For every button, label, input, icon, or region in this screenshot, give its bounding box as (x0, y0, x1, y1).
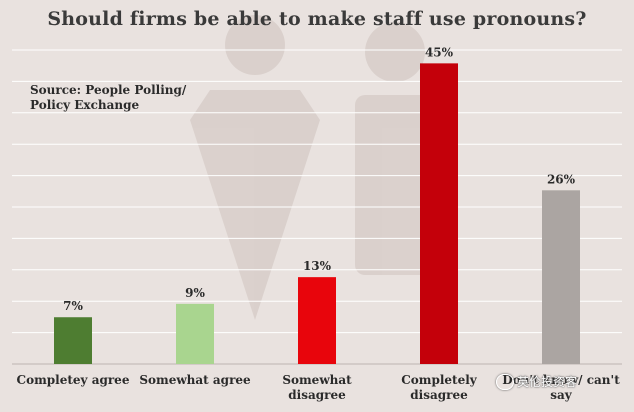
bar (54, 317, 92, 364)
watermark-text: 英伦投资客 (517, 375, 578, 389)
value-label: 9% (185, 286, 205, 300)
bar (542, 190, 580, 364)
wechat-icon (496, 373, 514, 390)
category-label: Completey agree (17, 373, 130, 387)
category-label: Somewhat disagree (282, 373, 352, 402)
category-label: Don't know/ can't say (502, 373, 620, 402)
value-label: 13% (303, 259, 332, 273)
category-label: Completely disagree (401, 373, 478, 402)
source-note: Source: People Polling/ Policy Exchange (30, 83, 187, 112)
bar (420, 63, 458, 365)
value-label: 7% (63, 299, 83, 313)
chart-title: Should firms be able to make staff use p… (47, 8, 587, 30)
value-label: 26% (547, 172, 576, 186)
bar (176, 303, 214, 364)
bar (298, 277, 336, 364)
value-label: 45% (425, 45, 454, 59)
category-label: Somewhat agree (139, 373, 251, 387)
watermark: 英伦投资客 (496, 373, 577, 390)
